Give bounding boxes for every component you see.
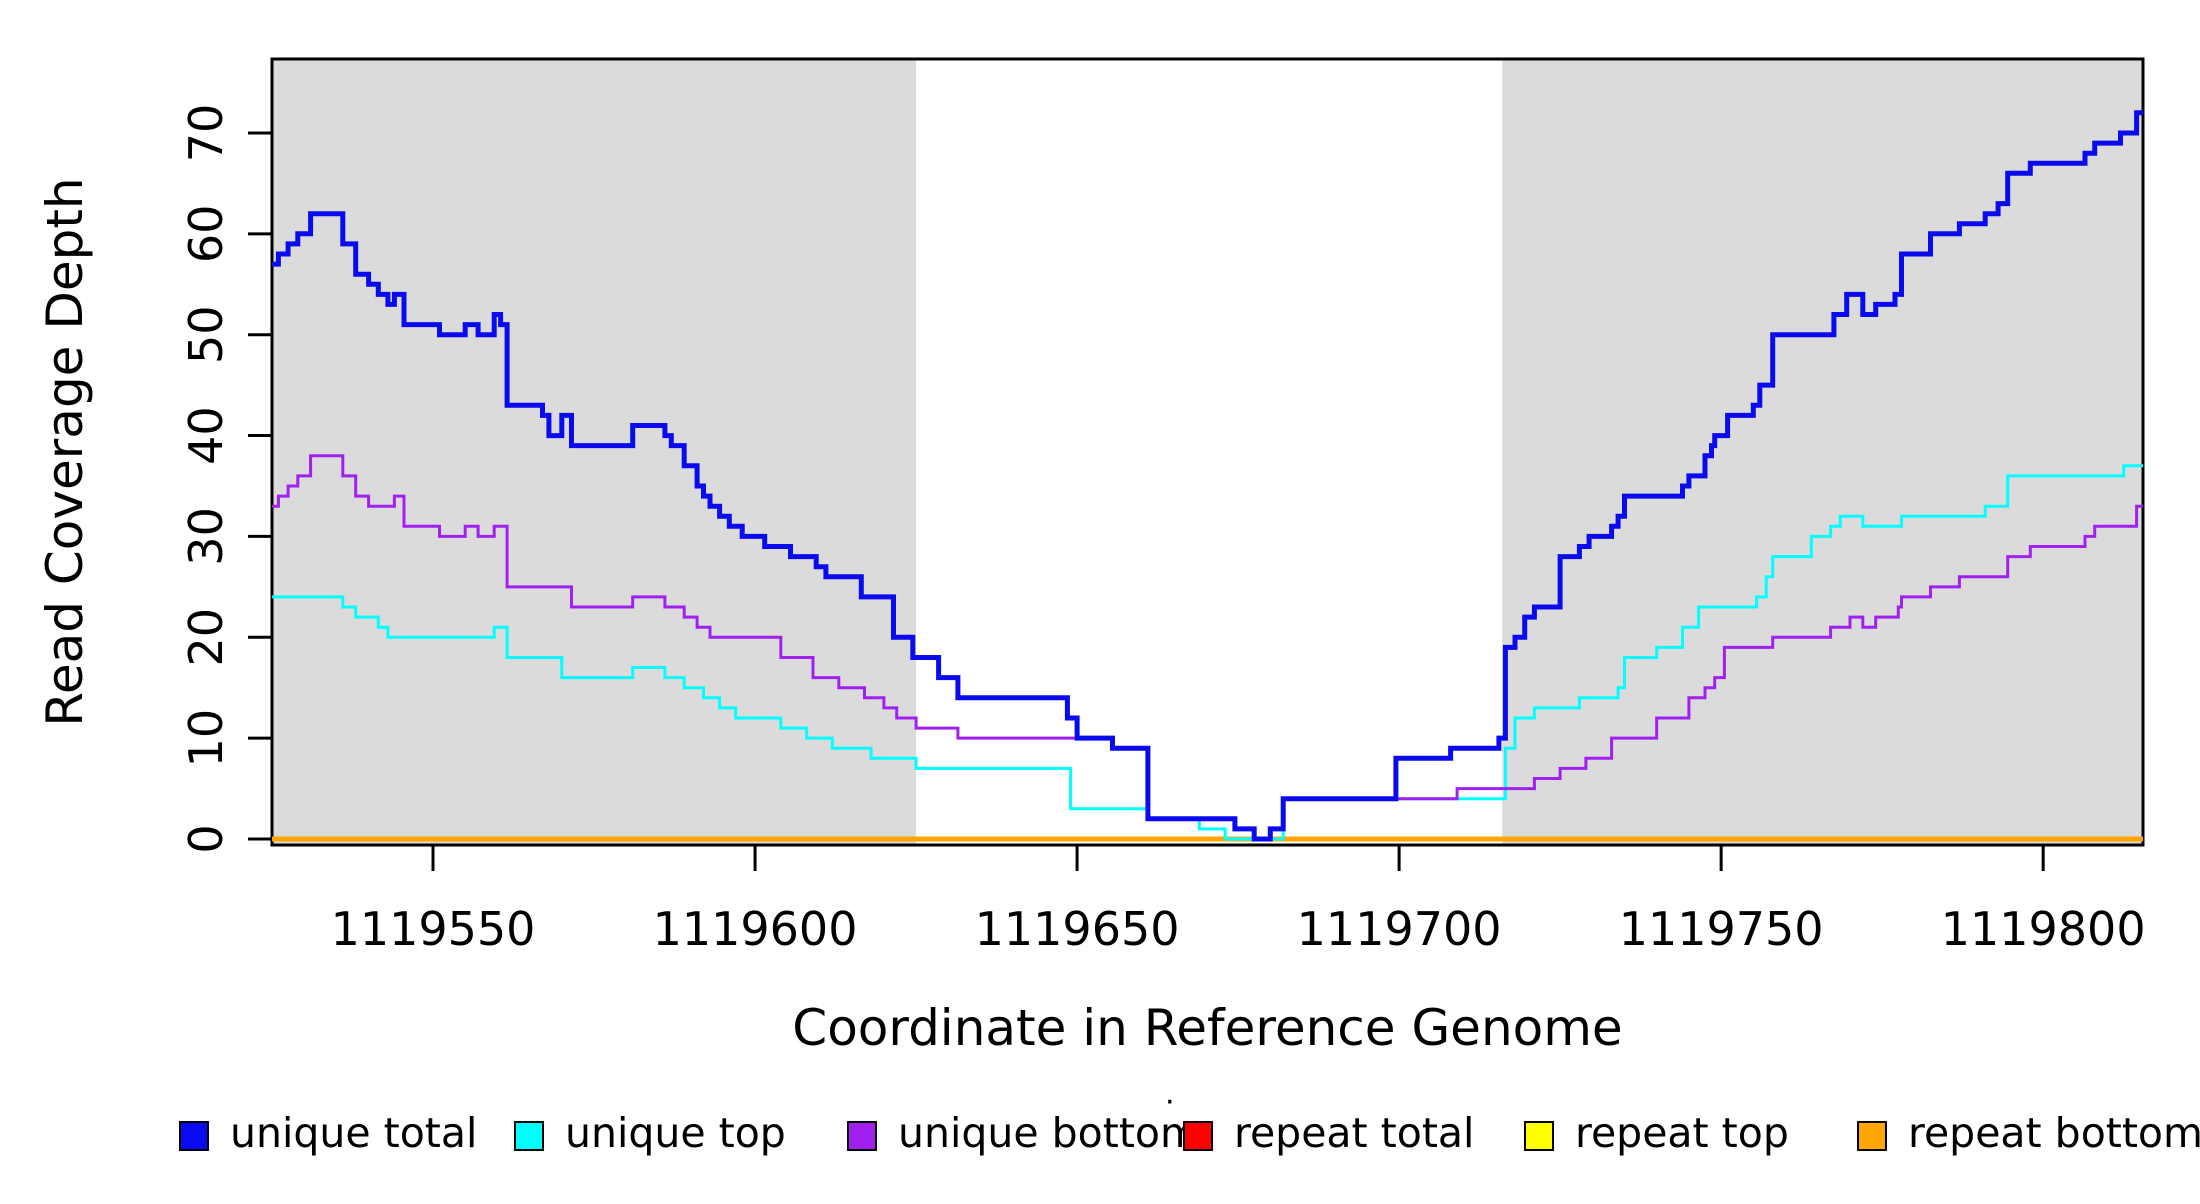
legend-item-repeat-top: repeat top: [1524, 1109, 1789, 1157]
x-tick-label: 1119550: [331, 902, 536, 956]
y-tick-label: 40: [179, 406, 233, 465]
series-lines: [272, 110, 2143, 842]
legend-swatch-icon: [1524, 1121, 1554, 1151]
x-axis-title: Coordinate in Reference Genome: [792, 999, 1622, 1057]
legend-item-label: repeat total: [1234, 1109, 1474, 1157]
series-line-unique-top: [272, 464, 2143, 841]
x-tick-label: 1119650: [975, 902, 1180, 956]
stray-dot-artifact: ·: [1165, 1085, 1175, 1120]
legend-item-label: unique total: [230, 1109, 477, 1157]
legend-swatch-icon: [1183, 1121, 1213, 1151]
x-tick-label: 1119600: [653, 902, 858, 956]
legend-item-repeat-total: repeat total: [1183, 1109, 1474, 1157]
axis-titles: Coordinate in Reference Genome Read Cover…: [36, 177, 1623, 1057]
legend-item-label: repeat bottom: [1908, 1109, 2200, 1157]
y-tick-label: 50: [179, 305, 233, 364]
shaded-regions: [272, 59, 2143, 845]
legend-swatch-icon: [847, 1121, 877, 1151]
y-tick-label: 30: [179, 507, 233, 566]
legend: unique total unique top unique bottom repea…: [179, 1085, 2200, 1157]
legend-item-unique-top: unique top: [514, 1109, 786, 1157]
x-tick-label: 1119800: [1941, 902, 2146, 956]
y-tick-label: 20: [179, 608, 233, 667]
legend-swatch-icon: [1857, 1121, 1887, 1151]
x-tick-label: 1119750: [1619, 902, 1824, 956]
y-tick-label: 10: [179, 709, 233, 768]
plot-border-box: [270, 57, 2145, 847]
shaded-region-left-repeat-flank: [272, 59, 917, 845]
y-tick-label: 60: [179, 205, 233, 264]
legend-item-repeat-bottom: repeat bottom: [1857, 1109, 2200, 1157]
legend-item-label: repeat top: [1575, 1109, 1789, 1157]
y-tick-label: 70: [179, 104, 233, 163]
legend-item-unique-bottom: unique bottom: [847, 1109, 1200, 1157]
legend-swatch-icon: [514, 1121, 544, 1151]
series-line-unique-total: [272, 110, 2143, 842]
plot-border: [270, 57, 2145, 847]
x-tick-label: 1119700: [1297, 902, 1502, 956]
shaded-region-right-repeat-flank: [1502, 59, 2143, 845]
y-axis-title: Read Coverage Depth: [36, 177, 94, 726]
axes: 1119550 1119600 1119650 1119700 1119750 11198…: [179, 104, 2146, 956]
legend-item-unique-total: unique total: [179, 1109, 477, 1157]
y-tick-label: 0: [179, 824, 233, 853]
legend-item-label: unique bottom: [898, 1109, 1200, 1157]
legend-swatch-icon: [179, 1121, 209, 1151]
legend-item-label: unique top: [565, 1109, 786, 1157]
